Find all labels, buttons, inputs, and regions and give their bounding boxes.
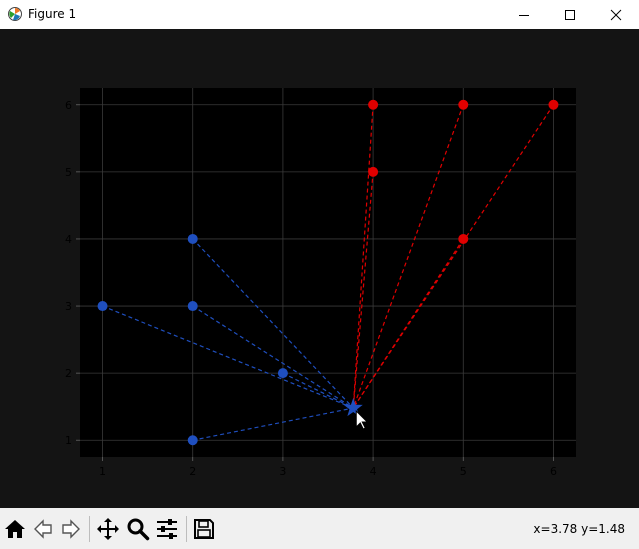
x-tick-label: 3: [279, 465, 286, 478]
arrow-right-icon: [62, 519, 80, 539]
move-icon: [97, 518, 119, 540]
x-tick-label: 1: [99, 465, 106, 478]
cursor-coordinates: x=3.78 y=1.48: [533, 522, 625, 536]
y-tick-label: 6: [65, 99, 72, 112]
data-point: [187, 301, 198, 312]
x-tick-label: 6: [550, 465, 557, 478]
y-tick-label: 2: [65, 367, 72, 380]
data-point: [458, 99, 469, 110]
data-point: [97, 301, 108, 312]
data-point: [187, 233, 198, 244]
zoom-button[interactable]: [126, 517, 150, 541]
sliders-icon: [157, 519, 177, 539]
home-button[interactable]: [3, 517, 27, 541]
plot-area[interactable]: 1 2 3 4 5 6 1 2 3 4 5 6: [0, 29, 639, 508]
x-tick-label: 5: [460, 465, 467, 478]
y-tick-label: 3: [65, 300, 72, 313]
y-tick-label: 1: [65, 434, 72, 447]
maximize-icon: [565, 9, 575, 20]
data-point: [277, 368, 288, 379]
minimize-button[interactable]: [501, 0, 547, 29]
figure-canvas[interactable]: 1 2 3 4 5 6 1 2 3 4 5 6: [0, 29, 639, 508]
y-tick-label: 5: [65, 166, 72, 179]
magnifier-icon: [127, 518, 150, 541]
data-point: [368, 99, 379, 110]
configure-subplots-button[interactable]: [155, 517, 179, 541]
connector-line: [352, 238, 464, 409]
mouse-cursor-icon: [355, 409, 369, 430]
home-icon: [5, 520, 25, 538]
data-point: [548, 99, 559, 110]
toolbar-separator: [186, 516, 187, 542]
maximize-button[interactable]: [547, 0, 593, 29]
connector-line: [192, 238, 354, 409]
x-tick-label: 2: [189, 465, 196, 478]
data-point: [368, 166, 379, 177]
arrow-left-icon: [34, 519, 52, 539]
connector-line: [352, 171, 374, 409]
floppy-disk-icon: [194, 519, 214, 539]
pan-button[interactable]: [96, 517, 120, 541]
connector-line: [102, 305, 354, 409]
connector-line: [282, 372, 354, 409]
x-tick-label: 4: [370, 465, 377, 478]
window-title: Figure 1: [28, 7, 77, 21]
forward-button[interactable]: [59, 517, 83, 541]
navigation-toolbar: x=3.78 y=1.48: [0, 508, 639, 549]
connector-line: [192, 305, 354, 409]
toolbar-separator: [89, 516, 90, 542]
close-icon: [610, 9, 622, 20]
window-titlebar: Figure 1: [0, 0, 639, 29]
star-marker: [343, 398, 363, 417]
connector-line: [352, 104, 464, 409]
data-point: [187, 435, 198, 446]
save-button[interactable]: [192, 517, 216, 541]
connector-line: [352, 104, 374, 409]
axes-background: [80, 88, 576, 457]
close-button[interactable]: [593, 0, 639, 29]
matplotlib-icon: [8, 7, 22, 21]
minimize-icon: [519, 14, 529, 16]
connector-line: [192, 407, 354, 441]
y-tick-label: 4: [65, 233, 72, 246]
data-point: [458, 233, 469, 244]
back-button[interactable]: [31, 517, 55, 541]
